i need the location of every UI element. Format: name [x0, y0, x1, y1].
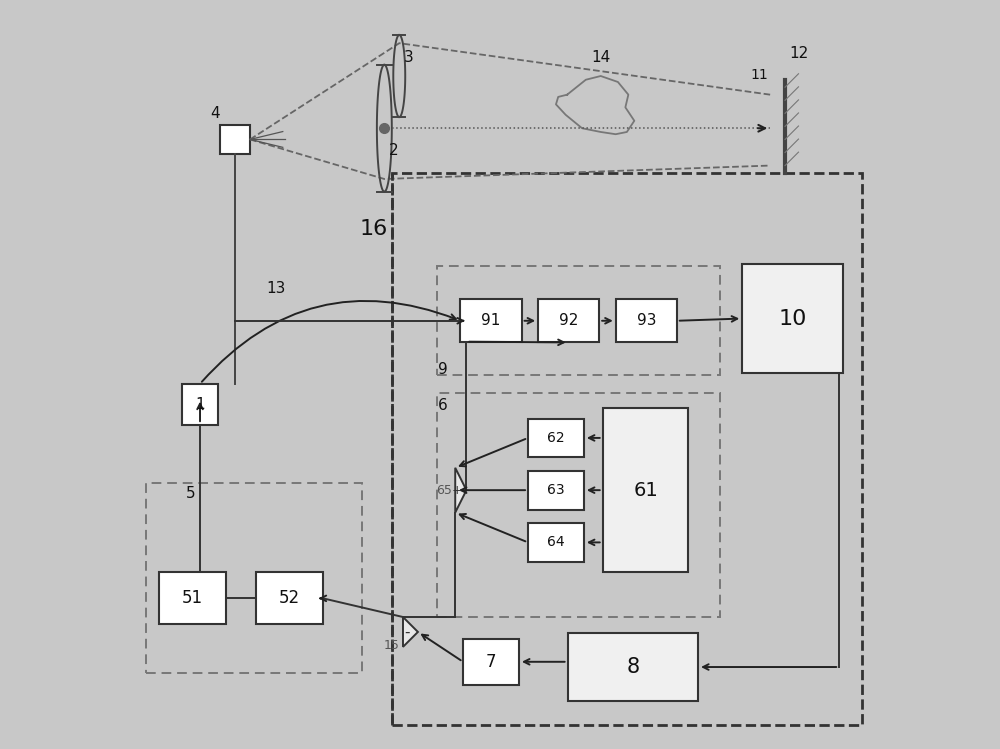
Bar: [159, 572, 226, 625]
Bar: [538, 299, 599, 342]
Bar: [220, 124, 250, 154]
Text: 52: 52: [279, 589, 300, 607]
Bar: [603, 408, 688, 572]
Bar: [437, 267, 720, 374]
Text: 5: 5: [186, 486, 195, 501]
Text: 12: 12: [789, 46, 808, 61]
Text: 7: 7: [486, 653, 496, 671]
Text: 63: 63: [547, 483, 565, 497]
Text: 3: 3: [404, 50, 414, 65]
Bar: [460, 299, 522, 342]
Bar: [392, 173, 862, 725]
Text: 61: 61: [633, 481, 658, 500]
Text: 13: 13: [266, 281, 286, 296]
Text: 4: 4: [210, 106, 220, 121]
Polygon shape: [455, 468, 466, 512]
Bar: [528, 419, 584, 458]
Text: 65: 65: [436, 484, 452, 497]
Text: 93: 93: [637, 313, 656, 328]
Bar: [463, 639, 519, 685]
Bar: [182, 383, 218, 425]
Text: 15: 15: [384, 639, 400, 652]
Bar: [437, 393, 720, 617]
Text: 11: 11: [751, 67, 769, 82]
Bar: [742, 264, 843, 373]
Text: 14: 14: [591, 50, 610, 65]
Text: -: -: [404, 625, 409, 640]
Text: 2: 2: [389, 143, 399, 158]
Bar: [528, 523, 584, 562]
Bar: [528, 471, 584, 509]
Polygon shape: [403, 617, 418, 647]
Bar: [146, 482, 362, 673]
Text: 6: 6: [438, 398, 447, 413]
Text: 9: 9: [438, 362, 447, 377]
Text: 64: 64: [547, 536, 565, 550]
Text: 1: 1: [195, 397, 205, 412]
Text: 10: 10: [778, 309, 807, 329]
Text: 92: 92: [559, 313, 578, 328]
Text: +: +: [452, 484, 462, 497]
Text: 91: 91: [481, 313, 501, 328]
Text: 16: 16: [360, 219, 388, 239]
Text: 8: 8: [626, 657, 639, 677]
Bar: [568, 633, 698, 701]
Text: 51: 51: [182, 589, 203, 607]
Bar: [256, 572, 323, 625]
Text: 62: 62: [547, 431, 565, 445]
Bar: [616, 299, 677, 342]
